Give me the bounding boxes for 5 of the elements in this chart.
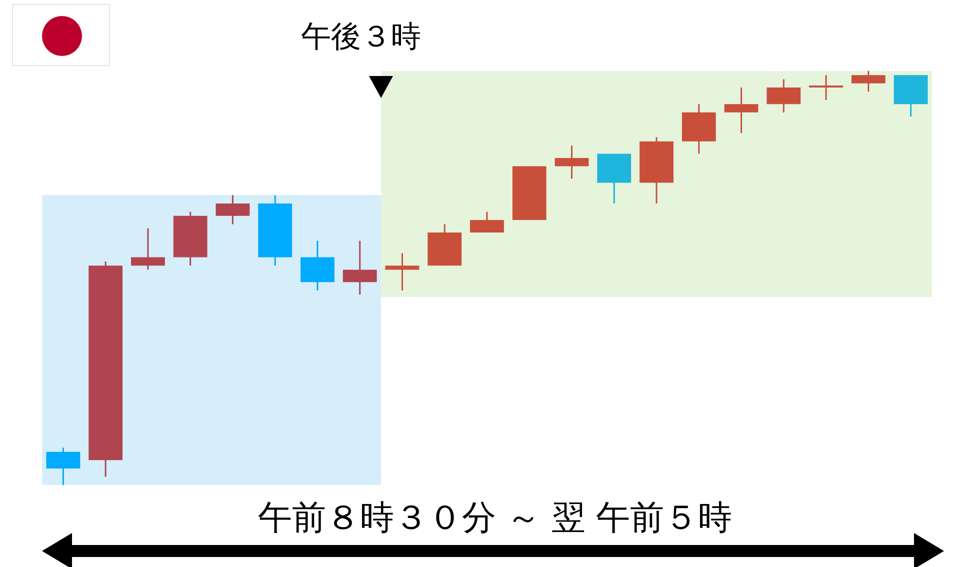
- candlestick: [724, 86, 758, 134]
- text: 午後３時: [301, 20, 422, 54]
- candlestick: [385, 252, 420, 292]
- text: 午前８時３０分 ～ 翌 午前５時: [258, 498, 732, 538]
- candlestick: [809, 74, 843, 101]
